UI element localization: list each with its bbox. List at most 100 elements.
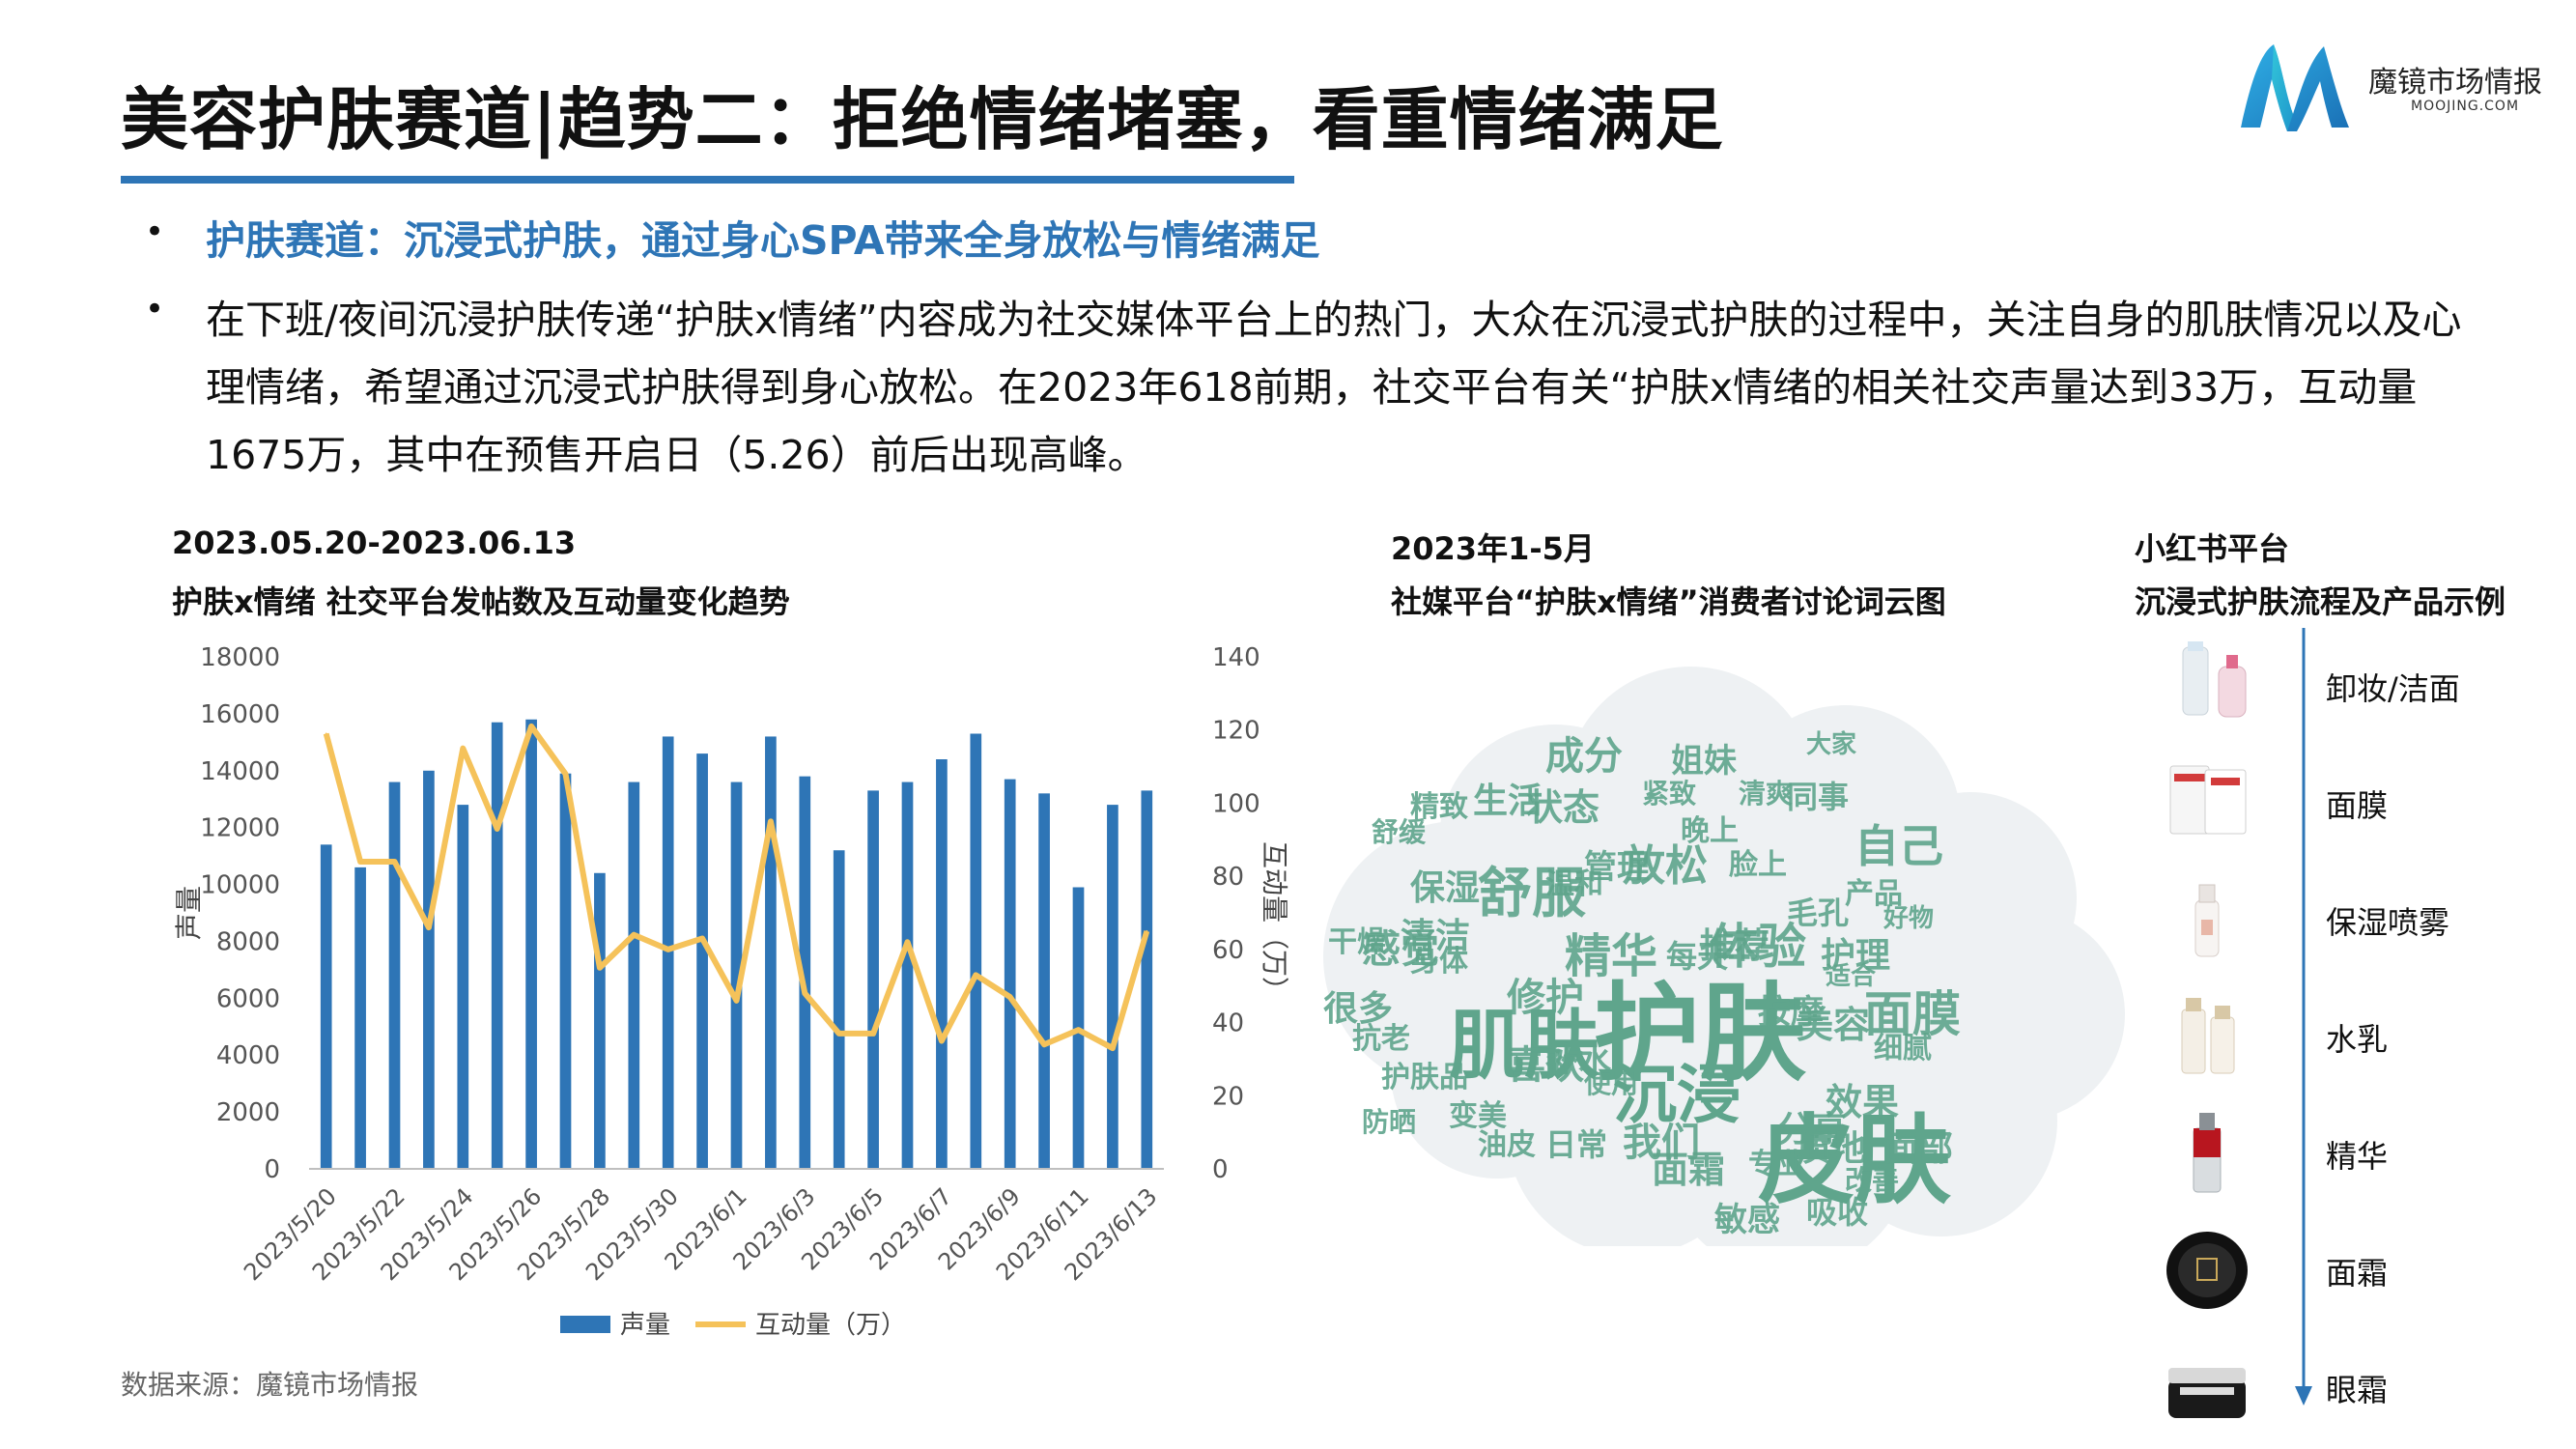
volume-bar xyxy=(628,781,640,1169)
cloud-blob xyxy=(1719,821,2048,1150)
interaction-point xyxy=(1043,1043,1046,1046)
y2-tick-label: 80 xyxy=(1212,863,1244,892)
cloud-word: 紧致 xyxy=(1642,778,1697,810)
interaction-point xyxy=(325,732,327,735)
cloud-word: 姐妹 xyxy=(1671,742,1737,781)
cloud-word: 放松 xyxy=(1623,841,1708,891)
cloud-word: 修护 xyxy=(1507,976,1584,1020)
cloud-word: 分享 xyxy=(1777,1110,1848,1150)
cloud-word: 效果 xyxy=(1826,1081,1900,1123)
cloud-word: 精华 xyxy=(1565,929,1658,983)
cloud-word: 沉浸 xyxy=(1613,1058,1741,1132)
volume-bar xyxy=(1141,790,1153,1169)
cloud-word: 身体 xyxy=(1410,945,1468,979)
cloud-word: 抗老 xyxy=(1352,1022,1410,1056)
legend-bar-label: 声量 xyxy=(620,1311,670,1340)
y-axis-label: 声量 xyxy=(173,886,205,940)
interaction-point xyxy=(1146,929,1148,932)
cloud-word: 每天 xyxy=(1666,938,1729,975)
y-tick-label: 10000 xyxy=(200,871,280,900)
x-axis: 2023/5/202023/5/222023/5/242023/5/262023… xyxy=(239,1182,1162,1286)
cloud-word: 变美 xyxy=(1449,1099,1507,1133)
moojing-logo xyxy=(2231,35,2550,141)
volume-bar xyxy=(1004,779,1016,1169)
cloud-word: 面膜 xyxy=(1864,986,1961,1042)
cloud-word: 油皮 xyxy=(1478,1128,1536,1162)
product-step-label: 眼霜 xyxy=(2326,1372,2389,1408)
product-step-label: 面霜 xyxy=(2326,1255,2389,1292)
lotion-bottles-icon xyxy=(2154,988,2260,1085)
cloud-word: 同事 xyxy=(1787,779,1850,815)
product-step-label: 水乳 xyxy=(2326,1021,2389,1058)
cloud-word: 精致 xyxy=(1410,790,1468,824)
cloud-word: 专业 xyxy=(1748,1148,1806,1181)
volume-bar xyxy=(867,790,879,1169)
volume-bar xyxy=(730,781,743,1169)
bullet-dot-icon: • xyxy=(145,213,165,251)
cloud-word: 状态 xyxy=(1526,786,1600,829)
cloud-word: 敏感 xyxy=(1714,1201,1780,1239)
trend-chart: 0 2000 4000 6000 8000 10000 12000 14000 16000 180… xyxy=(173,643,1290,1340)
cloud-word: 美容 xyxy=(1797,1004,1871,1046)
cloud-word: 使用 xyxy=(1584,1067,1639,1099)
volume-bar xyxy=(765,736,777,1169)
cloud-word: 细腻 xyxy=(1874,1032,1932,1065)
interaction-point xyxy=(633,933,636,936)
cloud-word: 成分 xyxy=(1545,734,1623,779)
interaction-point xyxy=(393,861,396,863)
cloud-word: 产品 xyxy=(1845,877,1903,911)
cloud-word: 我们 xyxy=(1623,1121,1700,1165)
y-tick-label: 6000 xyxy=(216,984,280,1013)
volume-bar xyxy=(901,781,914,1169)
cloud-word: 体验 xyxy=(1710,919,1806,975)
volume-bar xyxy=(799,776,811,1169)
volume-bar xyxy=(423,770,435,1169)
y-tick-label: 4000 xyxy=(216,1041,280,1070)
y2-tick-label: 60 xyxy=(1212,936,1244,965)
volume-bar xyxy=(936,759,948,1169)
bullet-paragraph: 在下班/夜间沉浸护肤传递“护肤x情绪”内容成为社交媒体平台上的热门，大众在沉浸式… xyxy=(206,297,2462,478)
volume-bar xyxy=(354,867,366,1169)
cloud-word: 推荐 xyxy=(1700,926,1770,966)
volume-bar xyxy=(594,872,606,1169)
interaction-point xyxy=(735,999,738,1002)
y2-tick-label: 100 xyxy=(1212,789,1260,818)
interaction-point xyxy=(769,820,772,823)
interaction-point xyxy=(1077,1029,1080,1032)
cloud-subtitle: 社媒平台“护肤x情绪”消费者讨论词云图 xyxy=(1391,583,1946,620)
interaction-point xyxy=(666,948,669,951)
cloud-date: 2023年1-5月 xyxy=(1391,530,1595,567)
cloud-word: 面部 xyxy=(1883,1129,1954,1169)
y2-tick-label: 40 xyxy=(1212,1009,1244,1038)
data-source: 数据来源：魔镜市场情报 xyxy=(121,1369,419,1401)
interaction-point xyxy=(462,747,465,750)
cloud-word: 舒服 xyxy=(1478,863,1586,925)
cloud-word: 保湿 xyxy=(1410,868,1481,908)
volume-bar xyxy=(1107,805,1118,1169)
interaction-point xyxy=(940,1039,943,1042)
y2-tick-label: 140 xyxy=(1212,643,1260,672)
title-underline xyxy=(121,176,1294,184)
cloud-word: 大家 xyxy=(1806,730,1857,759)
y-axis-left: 0 2000 4000 6000 8000 10000 12000 14000 16000 180… xyxy=(200,643,280,1184)
volume-bar xyxy=(696,753,708,1169)
cloud-word: 脸上 xyxy=(1729,848,1787,882)
volume-bar xyxy=(388,781,401,1169)
cloud-word: 生活 xyxy=(1473,781,1543,821)
cloud-word: 毛孔 xyxy=(1787,895,1850,931)
y2-axis-label: 互动量（万） xyxy=(1259,841,1290,1004)
product-step-label: 面膜 xyxy=(2326,787,2389,824)
cloud-word: 日常 xyxy=(1545,1126,1608,1163)
logo-brand-name: 魔镜市场情报 xyxy=(2368,66,2542,99)
product-platform: 小红书平台 xyxy=(2135,530,2290,567)
cloud-word: 适合 xyxy=(1826,962,1877,991)
cleanser-bottles-icon xyxy=(2154,638,2260,734)
y-tick-label: 0 xyxy=(264,1155,280,1184)
interaction-line xyxy=(323,723,1150,1052)
interaction-point xyxy=(598,966,601,969)
cloud-word: 好物 xyxy=(1883,904,1935,933)
interaction-point xyxy=(1008,996,1011,999)
interaction-point xyxy=(1111,1047,1114,1050)
cloud-word: 防晒 xyxy=(1362,1106,1417,1138)
legend-line-label: 互动量（万） xyxy=(755,1311,906,1340)
